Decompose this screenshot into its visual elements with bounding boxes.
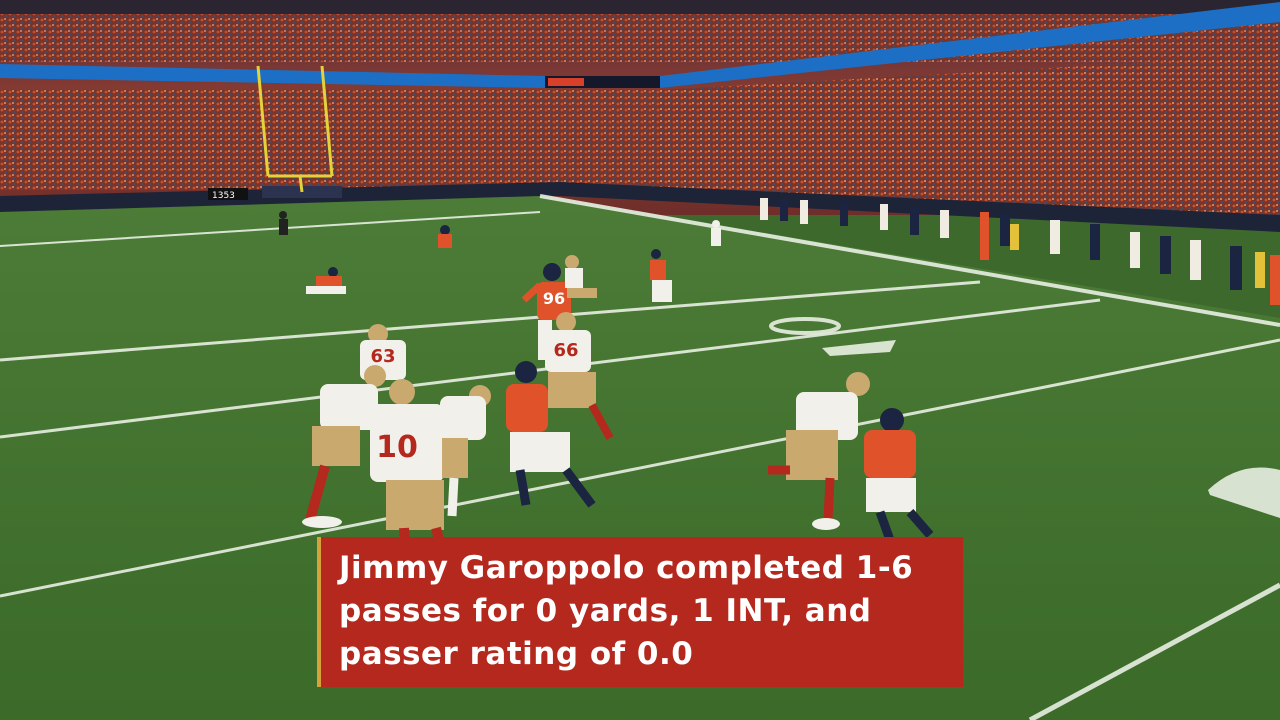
player-far-2 [306,267,346,294]
player-broncos-rusher-center [506,361,596,508]
player-far-5 [279,211,288,235]
caption-line-1: Jimmy Garoppolo completed 1-6 [339,550,914,586]
goal-post [256,65,334,193]
field-number [769,317,1280,518]
led-ribbon-board [0,2,1280,88]
jersey-number-63: 63 [370,346,395,367]
sideline-personnel [760,198,1280,305]
stadium-board-number: 1353 [212,191,235,201]
jersey-number-66: 66 [553,340,578,361]
jersey-number-96: 96 [543,289,565,308]
caption-line-2: passes for 0 yards, 1 INT, and [339,593,872,629]
player-niners-ball-carrier [565,255,597,298]
player-niners-lineman-center [440,385,491,517]
player-far-3 [650,249,672,302]
player-far-1 [438,225,452,248]
caption-line-3: passer rating of 0.0 [339,636,694,672]
stat-caption-box: Jimmy Garoppolo completed 1-6 passes for… [317,537,963,687]
player-niners-lineman-right [768,372,870,530]
player-broncos-96: 96 [521,263,571,360]
player-broncos-rusher-right [864,408,948,577]
jersey-number-10: 10 [376,430,418,465]
players: 96 66 63 [279,211,948,577]
player-far-4 [711,220,721,246]
player-niners-66: 66 [545,312,614,440]
player-niners-lineman-left [302,365,386,528]
